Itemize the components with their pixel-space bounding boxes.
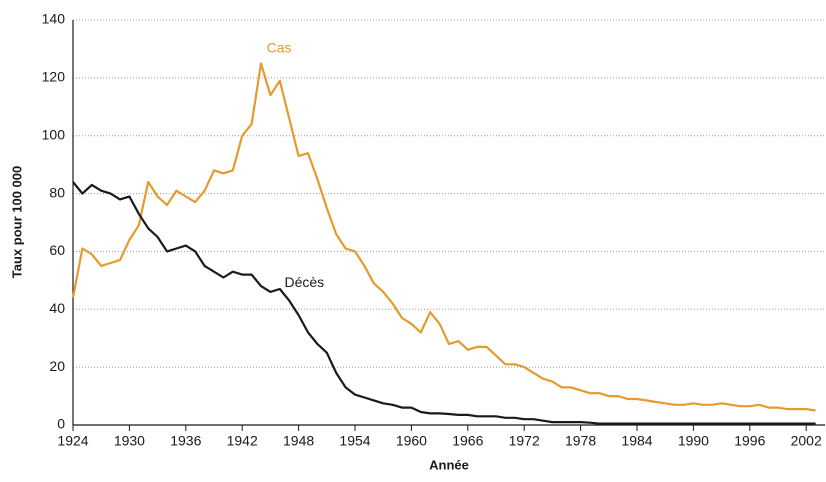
series-label: Cas bbox=[267, 40, 292, 56]
x-tick-label: 1942 bbox=[227, 433, 258, 449]
x-tick-label: 1978 bbox=[565, 433, 596, 449]
x-tick-label: 2002 bbox=[791, 433, 822, 449]
x-tick-label: 1996 bbox=[734, 433, 765, 449]
series-label: Décès bbox=[285, 274, 325, 290]
x-tick-label: 1954 bbox=[339, 433, 370, 449]
y-tick-label: 140 bbox=[42, 11, 66, 27]
x-tick-label: 1972 bbox=[509, 433, 540, 449]
y-tick-label: 40 bbox=[49, 300, 65, 316]
y-tick-label: 120 bbox=[42, 69, 66, 85]
x-tick-label: 1960 bbox=[396, 433, 427, 449]
x-tick-label: 1990 bbox=[678, 433, 709, 449]
y-tick-label: 80 bbox=[49, 184, 65, 200]
y-tick-label: 0 bbox=[57, 416, 65, 432]
x-tick-label: 1948 bbox=[283, 433, 314, 449]
x-tick-label: 1924 bbox=[57, 433, 88, 449]
y-tick-label: 20 bbox=[49, 358, 65, 374]
series-line bbox=[72, 181, 816, 425]
x-axis-label: Année bbox=[429, 457, 469, 472]
y-axis-label: Taux pour 100 000 bbox=[9, 166, 24, 278]
x-tick-label: 1936 bbox=[170, 433, 201, 449]
x-tick-label: 1984 bbox=[621, 433, 652, 449]
y-tick-label: 60 bbox=[49, 242, 65, 258]
series-line bbox=[71, 62, 816, 412]
x-tick-label: 1966 bbox=[452, 433, 483, 449]
y-tick-label: 100 bbox=[42, 126, 66, 142]
x-tick-label: 1930 bbox=[114, 433, 145, 449]
